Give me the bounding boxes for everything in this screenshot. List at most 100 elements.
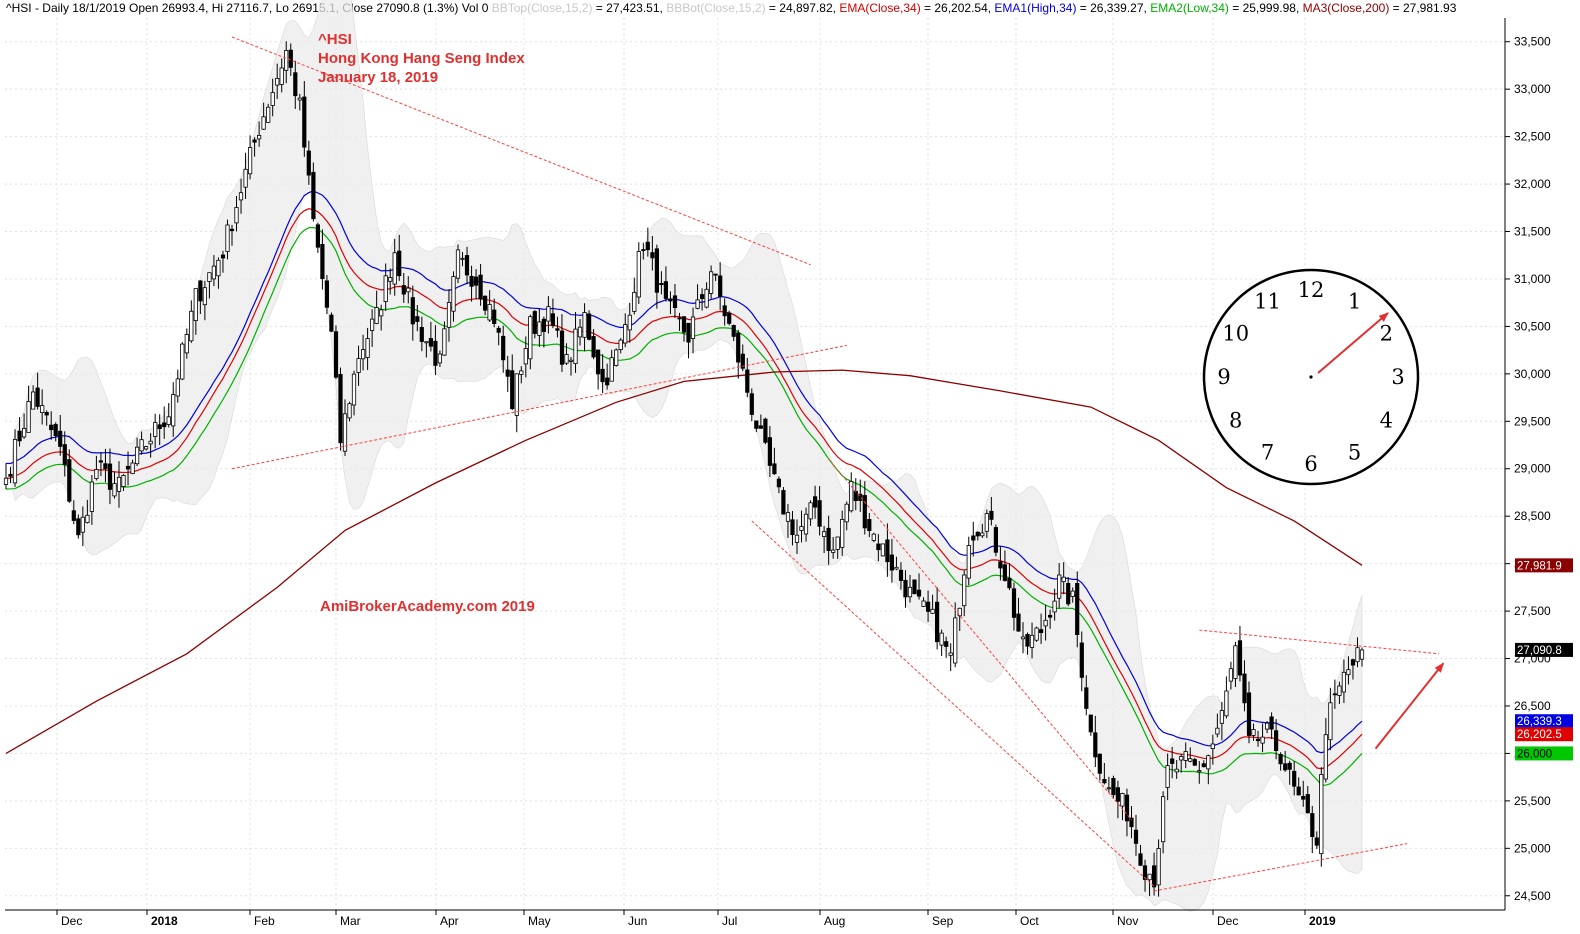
header-ema2-value: = 25,999.98, (1228, 1, 1303, 15)
candle-body (510, 370, 515, 410)
candle (293, 60, 298, 109)
candle (464, 246, 470, 285)
candle (1043, 604, 1048, 641)
candle (1255, 730, 1261, 747)
candle (379, 304, 384, 331)
candle (306, 140, 311, 185)
candle (1016, 597, 1021, 632)
candle-body (1210, 743, 1215, 749)
candle-body (605, 377, 610, 386)
annotation-date: January 18, 2019 (318, 69, 438, 86)
clock-number: 8 (1229, 409, 1242, 433)
candle-body (1332, 693, 1337, 696)
candle-body (632, 291, 637, 312)
candle (1120, 792, 1125, 821)
candle-body (433, 340, 438, 366)
candle-body (202, 287, 207, 306)
candle-body (600, 368, 605, 383)
candle-body (1319, 774, 1324, 854)
candle (803, 507, 809, 542)
trend-line (751, 520, 1155, 887)
candle (1224, 676, 1229, 719)
candle-body (1350, 659, 1356, 666)
candle-body (1278, 754, 1283, 765)
candle (347, 401, 352, 422)
candle-body (455, 249, 461, 279)
candle-body (623, 324, 628, 344)
clock-number: 10 (1222, 322, 1249, 346)
candle-body (650, 252, 655, 259)
candle-body (767, 437, 773, 466)
candle-body (876, 543, 881, 551)
x-tick-label: Dec (61, 914, 82, 928)
candle-body (776, 478, 782, 488)
candle (8, 466, 13, 484)
candle (1328, 687, 1333, 751)
candle (76, 514, 81, 539)
candle-body (53, 424, 58, 437)
candle-body (324, 280, 330, 308)
clock-number: 11 (1254, 290, 1281, 314)
candle (1237, 625, 1243, 682)
badge-label: 26,000 (1517, 748, 1552, 760)
candle-body (30, 391, 36, 410)
last-value-badge: 26,202.5 (1515, 727, 1573, 742)
candle (686, 322, 691, 359)
candle-body (654, 248, 660, 293)
candle-body (984, 513, 989, 532)
candle (1161, 791, 1166, 854)
candle-body (1237, 640, 1243, 676)
candle-body (379, 309, 384, 317)
candle (220, 250, 226, 273)
candle (731, 324, 736, 342)
candle-body (1224, 690, 1229, 717)
candle (926, 590, 931, 622)
candle-body (315, 224, 321, 248)
candle (216, 257, 221, 289)
candle-body (1274, 730, 1279, 752)
candle-body (668, 298, 673, 302)
candle-body (998, 561, 1003, 569)
candle-body (582, 312, 587, 338)
candle (311, 162, 316, 222)
candle-body (40, 405, 45, 414)
candle-body (125, 465, 131, 470)
badge-label: 27,090.8 (1517, 645, 1562, 657)
candle (324, 274, 330, 315)
candle-body (383, 275, 388, 302)
candle-body (1039, 629, 1044, 633)
candle (790, 511, 795, 546)
candle-body (935, 601, 940, 643)
candle (1102, 763, 1107, 785)
candle-body (401, 285, 406, 295)
candle-body (8, 473, 13, 477)
candle (356, 345, 361, 386)
candle-body (1034, 627, 1039, 641)
candle (767, 425, 773, 478)
clock-center (1309, 375, 1313, 379)
x-tick-label: Jun (628, 914, 647, 928)
candle (1007, 563, 1012, 591)
badge-label: 26,202.5 (1517, 729, 1562, 741)
candle-body (333, 331, 339, 378)
candle (279, 58, 284, 93)
candle (1301, 780, 1306, 807)
candle-body (1255, 738, 1261, 742)
candle (1174, 760, 1179, 779)
candle (455, 244, 461, 284)
candle-body (1305, 794, 1310, 814)
candle-body (700, 294, 705, 300)
candle (243, 152, 248, 200)
candle-body (727, 312, 732, 324)
candle-body (116, 476, 122, 492)
candle-body (957, 607, 962, 617)
candle (519, 366, 524, 384)
candle-body (17, 430, 22, 442)
candle-body (731, 324, 736, 337)
candle-body (645, 241, 650, 251)
candle-body (1296, 786, 1301, 796)
candle-body (677, 317, 682, 320)
candle-body (1025, 634, 1030, 647)
candle (754, 420, 759, 433)
candle (1115, 780, 1120, 819)
